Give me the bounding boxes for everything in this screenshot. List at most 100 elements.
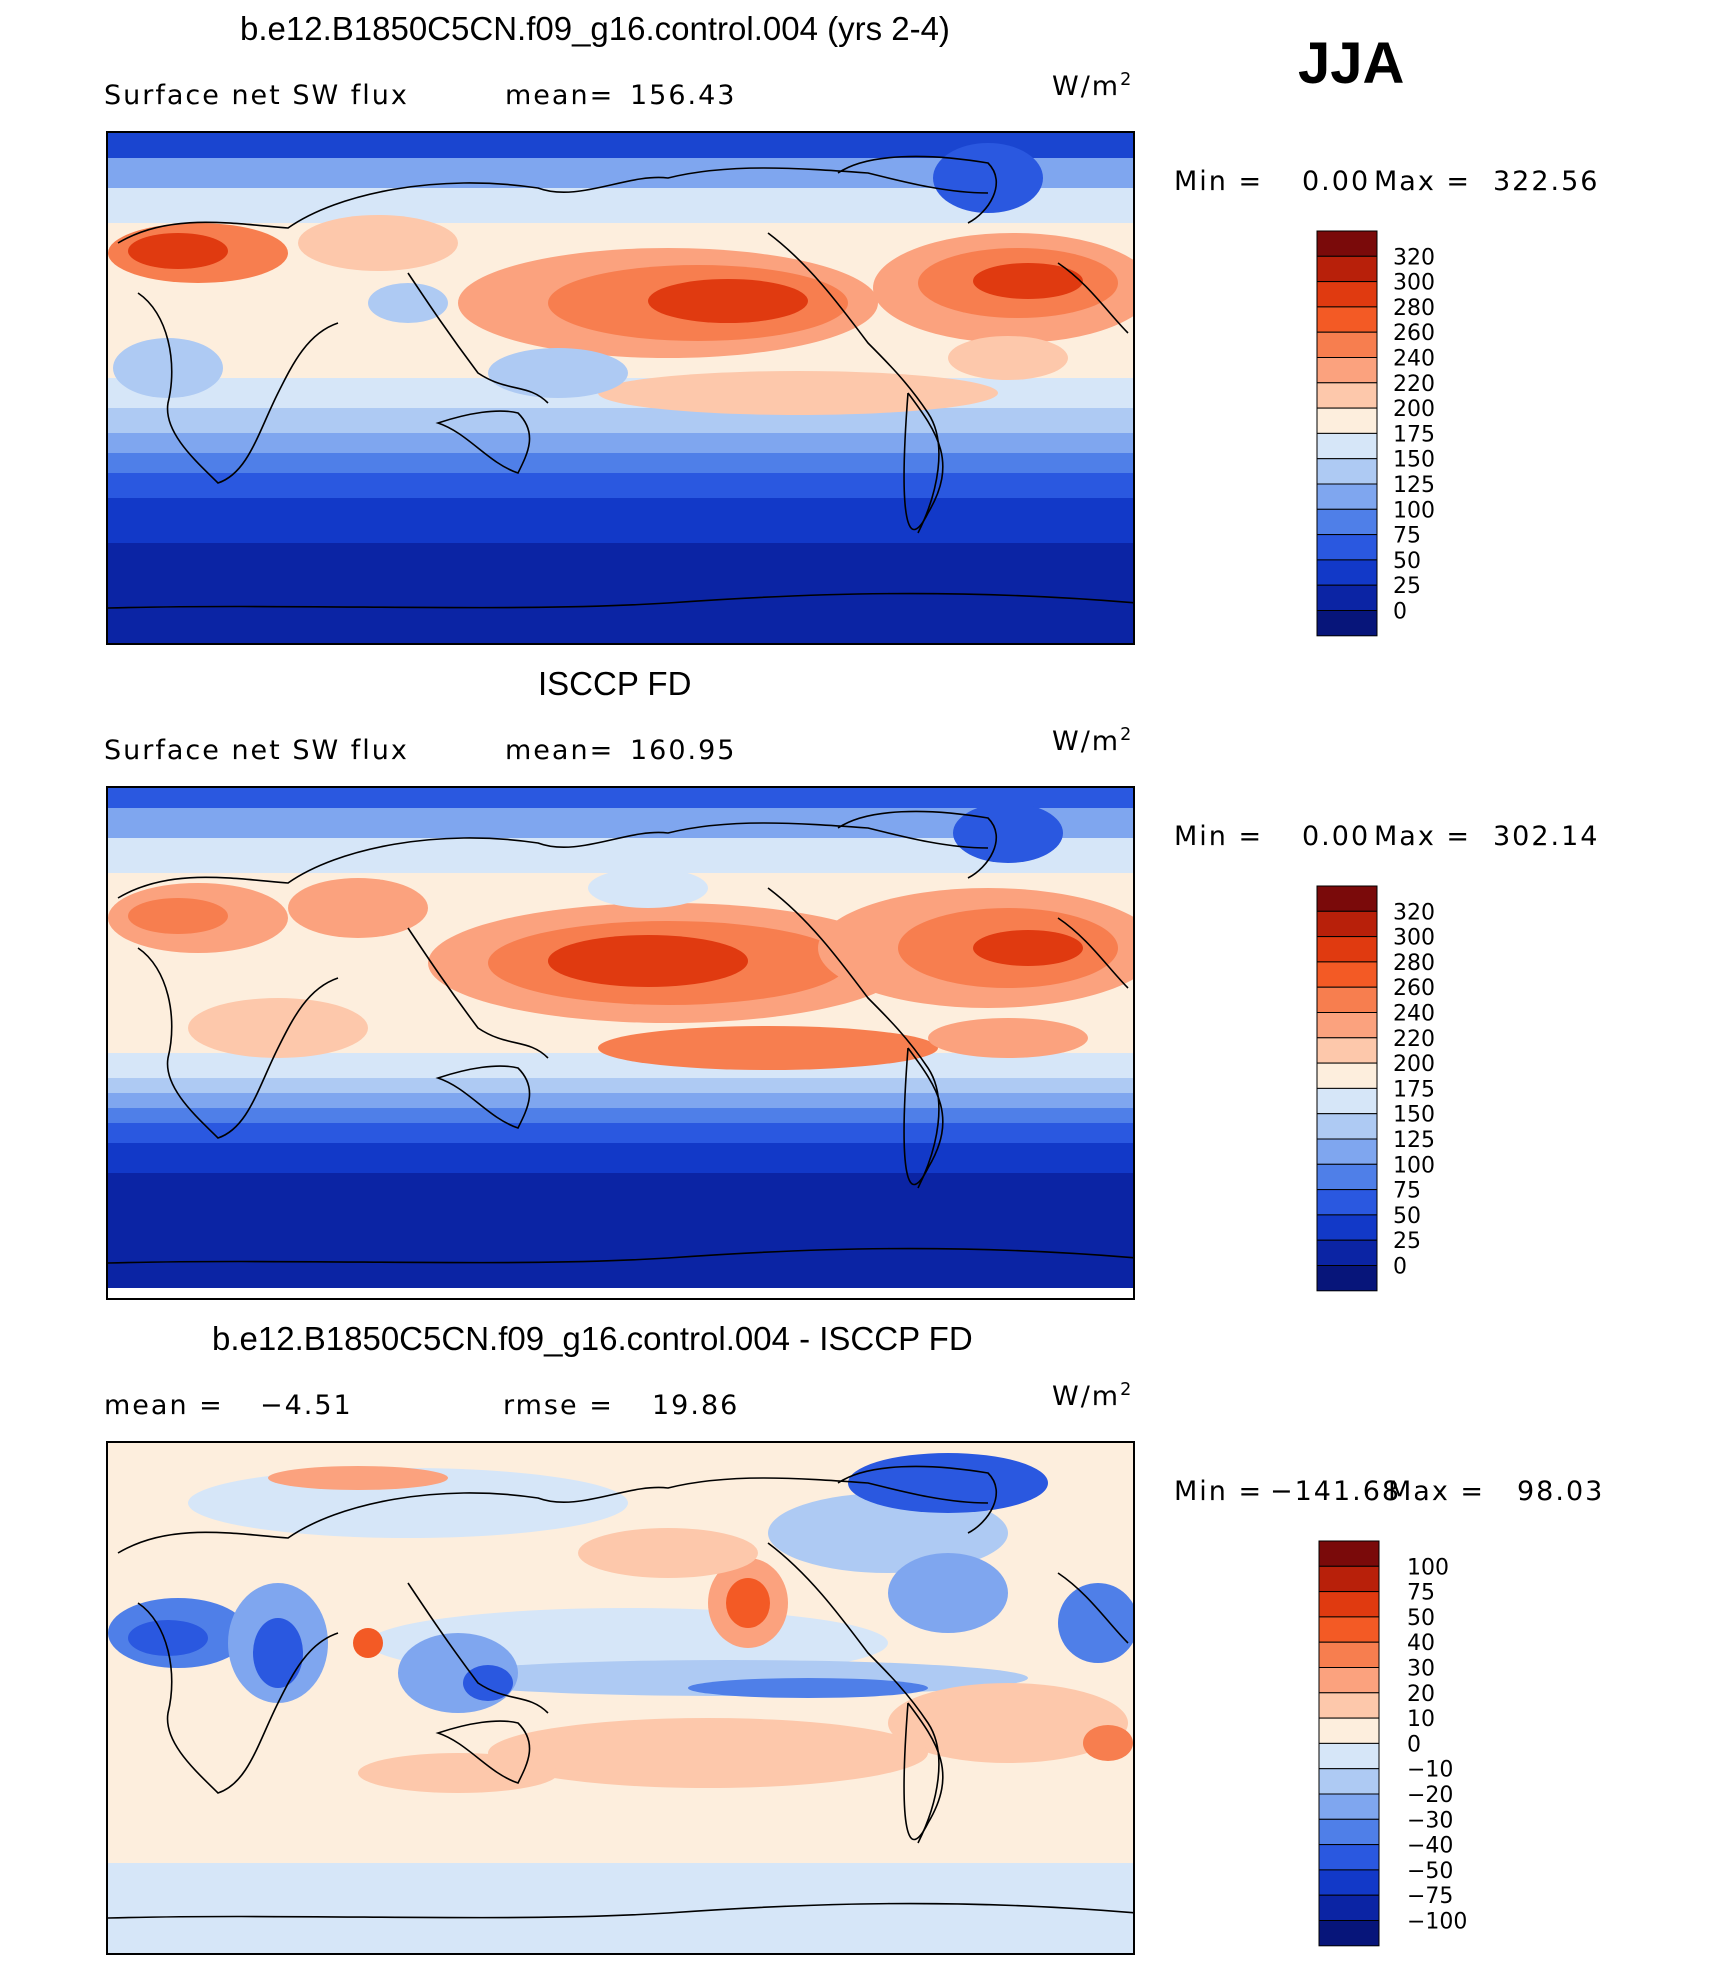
- colorbar-tick-label: 100: [1393, 1153, 1435, 1178]
- colorbar-tick-label: 0: [1393, 600, 1407, 625]
- colorbar-swatch: [1316, 559, 1378, 586]
- panel-1-max-label: Max =: [1374, 166, 1472, 197]
- panel-3-colorbar: 100 75 50 40 30 20 10 0 −10 −20 −30 −40 −50 −75 −100: [1318, 1540, 1579, 1954]
- colorbar-tick-label: 320: [1393, 245, 1435, 270]
- colorbar-swatch: [1318, 1692, 1380, 1719]
- colorbar-swatch: [1316, 1189, 1378, 1216]
- panel-1-mean-value: 156.43: [630, 80, 737, 111]
- panel-3-min-value: −141.68: [1270, 1476, 1402, 1507]
- colorbar-swatch: [1316, 281, 1378, 308]
- panel-2-max-value: 302.14: [1493, 821, 1600, 852]
- colorbar-swatch: [1318, 1818, 1380, 1846]
- colorbar-swatch: [1316, 936, 1378, 963]
- panel-3-min-label: Min =: [1174, 1476, 1264, 1507]
- colorbar-tick-label: 100: [1407, 1555, 1449, 1580]
- colorbar-tick-label: 100: [1393, 498, 1435, 523]
- colorbar-tick-label: 320: [1393, 900, 1435, 925]
- colorbar-tick-label: 220: [1393, 372, 1435, 397]
- colorbar-tick-label: 0: [1393, 1255, 1407, 1280]
- colorbar-tick-label: 280: [1393, 296, 1435, 321]
- panel-3-map-svg: [108, 1443, 1133, 1953]
- colorbar-swatch: [1316, 910, 1378, 938]
- panel-1-min-value: 0.00: [1302, 166, 1371, 197]
- colorbar-tick-label: −20: [1407, 1783, 1453, 1808]
- colorbar-swatch: [1316, 1113, 1378, 1140]
- colorbar-tick-label: 240: [1393, 347, 1435, 372]
- panel-2-map: [106, 786, 1135, 1300]
- colorbar-swatch: [1318, 1616, 1380, 1643]
- panel-2-variable-label: Surface net SW flux: [104, 735, 409, 766]
- panel-3-title: b.e12.B1850C5CN.f09_g16.control.004 - IS…: [212, 1320, 973, 1357]
- colorbar-swatch: [1316, 508, 1378, 536]
- colorbar-swatch: [1318, 1894, 1380, 1922]
- colorbar-tick-label: 10: [1407, 1707, 1435, 1732]
- colorbar-swatch: [1316, 534, 1378, 561]
- colorbar-tick-label: 240: [1393, 1002, 1435, 1027]
- colorbar-swatch: [1318, 1844, 1380, 1871]
- colorbar-tick-label: 300: [1393, 271, 1435, 296]
- colorbar-tick-label: 25: [1393, 574, 1421, 599]
- colorbar-tick-label: 75: [1393, 1179, 1421, 1204]
- colorbar-swatch: [1316, 1037, 1378, 1064]
- panel-3-mean-value: −4.51: [260, 1390, 353, 1421]
- colorbar-swatch: [1318, 1540, 1380, 1567]
- colorbar-tick-label: 200: [1393, 1052, 1435, 1077]
- colorbar-tick-label: 150: [1393, 448, 1435, 473]
- panel-1-map-svg: [108, 133, 1133, 643]
- colorbar-swatch: [1316, 584, 1378, 612]
- colorbar-tick-label: −50: [1407, 1859, 1453, 1884]
- panel-1-min-label: Min =: [1174, 166, 1264, 197]
- colorbar-tick-label: 75: [1393, 524, 1421, 549]
- colorbar-swatch: [1316, 407, 1378, 434]
- colorbar-swatch: [1316, 458, 1378, 485]
- colorbar-tick-label: 220: [1393, 1027, 1435, 1052]
- panel-2-mean-value: 160.95: [630, 735, 737, 766]
- panel-1-map: [106, 131, 1135, 645]
- colorbar-swatch: [1316, 1062, 1378, 1089]
- colorbar-swatch: [1318, 1793, 1380, 1820]
- panel-3-rmse-value: 19.86: [652, 1390, 740, 1421]
- season-label: JJA: [1298, 31, 1405, 96]
- colorbar-tick-label: −40: [1407, 1834, 1453, 1859]
- panel-1-variable-label: Surface net SW flux: [104, 80, 409, 111]
- colorbar-swatch: [1316, 1265, 1378, 1292]
- colorbar-swatch: [1316, 961, 1378, 988]
- colorbar-swatch: [1316, 885, 1378, 912]
- colorbar-tick-label: 175: [1393, 422, 1435, 447]
- colorbar-tick-label: −10: [1407, 1758, 1453, 1783]
- panel-2-units: W/m2: [1052, 725, 1134, 757]
- colorbar-swatch: [1316, 483, 1378, 510]
- panel-1-colorbar: 320 300 280 260 240 220 200 175 150 125 100 75 50 25 0: [1316, 230, 1577, 644]
- colorbar-swatch: [1318, 1641, 1380, 1668]
- colorbar-swatch: [1318, 1591, 1380, 1618]
- colorbar-tick-label: 50: [1407, 1606, 1435, 1631]
- colorbar-swatch: [1316, 357, 1378, 384]
- panel-2-min-label: Min =: [1174, 821, 1264, 852]
- panel-2-mean-label: mean=: [505, 735, 615, 766]
- colorbar-tick-label: 30: [1407, 1657, 1435, 1682]
- panel-2-min-value: 0.00: [1302, 821, 1371, 852]
- colorbar-swatch: [1318, 1717, 1380, 1744]
- panel-2-title: ISCCP FD: [538, 665, 692, 702]
- colorbar-swatch: [1316, 306, 1378, 333]
- panel-1-title: b.e12.B1850C5CN.f09_g16.control.004 (yrs…: [240, 10, 950, 47]
- colorbar-tick-label: 280: [1393, 951, 1435, 976]
- colorbar-tick-label: −100: [1407, 1910, 1467, 1935]
- colorbar-swatch: [1316, 1012, 1378, 1039]
- panel-1-max-value: 322.56: [1493, 166, 1600, 197]
- colorbar-tick-label: −30: [1407, 1808, 1453, 1833]
- colorbar-tick-label: 125: [1393, 1128, 1435, 1153]
- colorbar-swatch: [1316, 610, 1378, 637]
- colorbar-tick-label: 25: [1393, 1229, 1421, 1254]
- colorbar-tick-label: 75: [1407, 1581, 1435, 1606]
- colorbar-swatch: [1318, 1565, 1380, 1593]
- colorbar-swatch: [1318, 1920, 1380, 1947]
- colorbar-swatch: [1316, 1087, 1378, 1115]
- panel-3-mean-label: mean =: [104, 1390, 224, 1421]
- colorbar-tick-label: 20: [1407, 1682, 1435, 1707]
- colorbar-swatch: [1316, 382, 1378, 409]
- colorbar-tick-label: 50: [1393, 1204, 1421, 1229]
